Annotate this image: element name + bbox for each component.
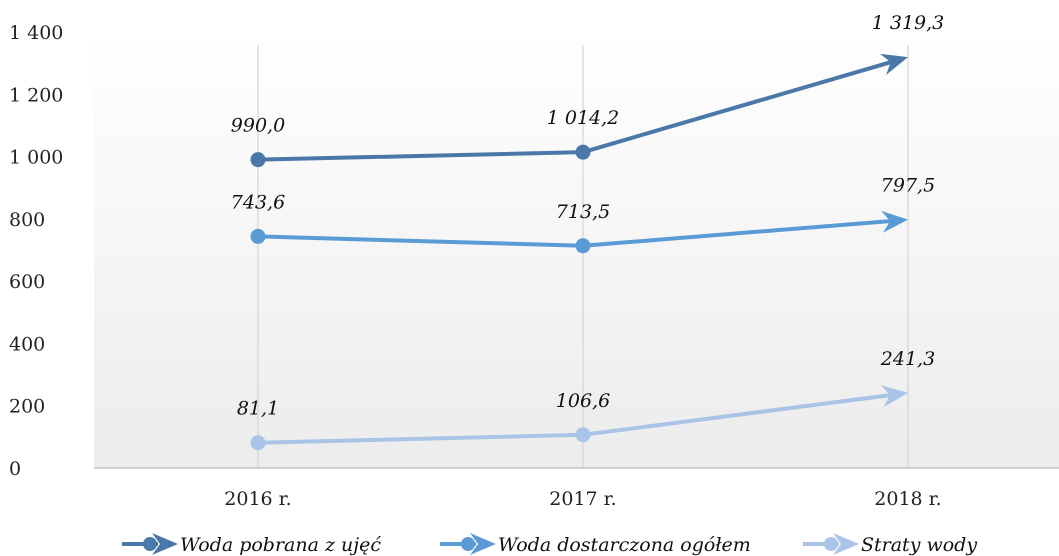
data-label: 1 319,3: [872, 12, 945, 34]
legend-arrow: [152, 533, 178, 555]
legend-arrow: [470, 533, 496, 555]
data-label: 81,1: [237, 398, 279, 420]
y-tick-label: 800: [9, 209, 45, 231]
data-label: 241,3: [880, 348, 935, 370]
data-point: [250, 435, 266, 451]
y-axis-ticks: 0 200 400 600 800 1 000 1 200 1 400: [9, 22, 63, 480]
y-tick-label: 1 200: [9, 84, 63, 106]
data-point-arrow: [881, 210, 908, 233]
legend-marker: [143, 537, 157, 551]
y-tick-label: 200: [9, 396, 45, 418]
data-labels: 990,0 1 014,2 1 319,3 743,6 713,5 797,5 81,1 10…: [231, 12, 944, 420]
x-tick-label: 2017 r.: [549, 488, 616, 510]
data-point: [250, 228, 266, 244]
y-tick-label: 1 000: [9, 147, 63, 169]
series-layer: [250, 53, 908, 451]
data-label: 743,6: [231, 191, 285, 213]
data-point-arrow: [880, 53, 908, 75]
data-label: 1 014,2: [547, 107, 620, 129]
y-tick-label: 400: [9, 333, 45, 355]
x-axis-ticks: 2016 r. 2017 r. 2018 r.: [224, 488, 941, 510]
legend-label: Woda dostarczona ogółem: [498, 534, 751, 556]
legend: Woda pobrana z ujęć Woda dostarczona ogół…: [122, 533, 977, 556]
data-point-arrow: [880, 385, 908, 408]
x-tick-label: 2018 r.: [874, 488, 941, 510]
y-tick-label: 600: [9, 271, 45, 293]
data-label: 797,5: [881, 175, 935, 197]
y-tick-label: 0: [9, 458, 21, 480]
legend-marker: [824, 537, 838, 551]
legend-label: Woda pobrana z ujęć: [180, 534, 381, 556]
legend-arrow: [833, 533, 859, 555]
data-point: [250, 152, 266, 168]
gridlines: [257, 45, 909, 468]
data-label: 990,0: [231, 115, 285, 137]
data-point: [575, 144, 591, 160]
data-label: 713,5: [556, 201, 610, 223]
legend-marker: [461, 537, 475, 551]
data-point: [575, 238, 591, 254]
legend-label: Straty wody: [861, 534, 977, 556]
y-tick-label: 1 400: [9, 22, 63, 44]
data-point: [575, 427, 591, 443]
data-label: 106,6: [556, 390, 610, 412]
x-tick-label: 2016 r.: [224, 488, 291, 510]
